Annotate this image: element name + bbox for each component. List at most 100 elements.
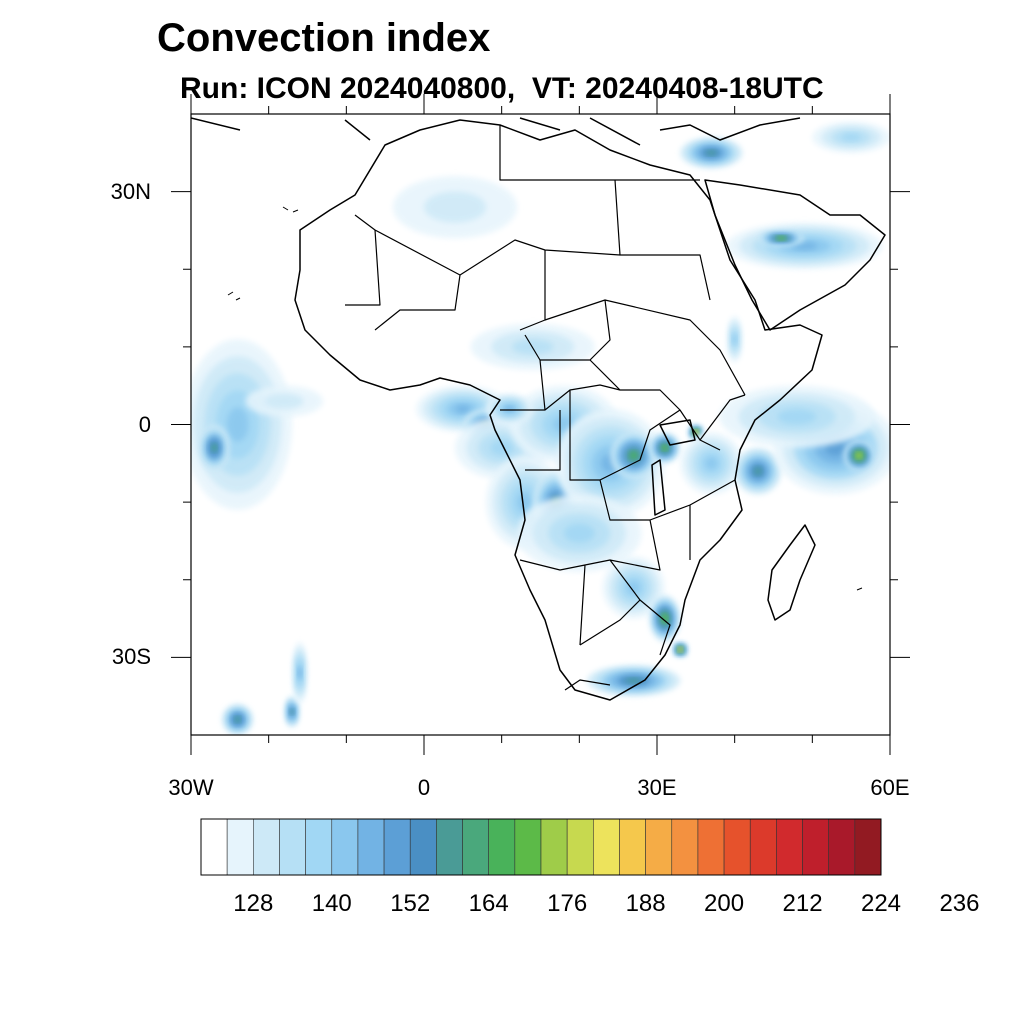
convection-contour xyxy=(856,452,862,459)
y-tick-label: 30S xyxy=(111,644,151,670)
colorbar: 128 140 152 164 176 188 200 212 224 236 xyxy=(200,818,979,917)
x-tick-label: 30W xyxy=(168,775,214,800)
colorbar-tick-label: 212 xyxy=(783,890,823,917)
country-borders xyxy=(345,125,746,691)
convection-patch xyxy=(191,339,292,510)
colorbar-swatch xyxy=(200,818,228,876)
madagascar-coastline xyxy=(767,524,816,621)
colorbar-swatch xyxy=(409,818,437,876)
colorbar-swatch xyxy=(488,818,516,876)
convection-patch xyxy=(726,222,883,270)
convection-contour xyxy=(662,445,668,451)
convection-patch xyxy=(680,137,743,169)
convection-contour xyxy=(297,667,302,679)
convection-contour xyxy=(289,709,294,715)
convection-contour xyxy=(235,716,241,723)
convection-contour xyxy=(490,440,514,456)
convection-contour xyxy=(791,242,818,250)
lake-victoria xyxy=(659,419,696,446)
convection-contour xyxy=(627,581,640,594)
convection-patch xyxy=(757,230,805,246)
convection-field xyxy=(191,121,890,735)
run-subtitle: Run: ICON 2024040800, VT: 20240408-18UTC xyxy=(180,72,824,105)
convection-contour xyxy=(706,150,717,156)
colorbar-swatch xyxy=(305,818,333,876)
convection-patch xyxy=(812,121,890,153)
convection-contour xyxy=(841,133,861,142)
convection-contour xyxy=(777,236,786,241)
colorbar-swatch xyxy=(514,818,542,876)
y-tick-label: 30N xyxy=(110,178,151,204)
x-tick-label: 0 xyxy=(417,775,431,800)
africa-coastline xyxy=(294,119,823,701)
convection-contour xyxy=(662,614,668,623)
colorbar-swatch xyxy=(828,818,856,876)
convection-contour xyxy=(678,647,683,652)
convection-patch xyxy=(587,665,681,697)
colorbar-tick-label: 224 xyxy=(861,890,901,917)
colorbar-tick-label: 140 xyxy=(312,890,352,917)
colorbar-swatch xyxy=(540,818,568,876)
convection-patch xyxy=(672,641,689,658)
convection-contour xyxy=(732,334,737,344)
convection-contour xyxy=(424,191,487,223)
map-title: Convection index xyxy=(157,16,491,60)
colorbar-swatch xyxy=(619,818,646,876)
convection-contour xyxy=(629,451,638,460)
colorbar-swatch xyxy=(671,818,699,876)
convection-contour xyxy=(705,457,718,470)
axis-ticks xyxy=(171,94,910,755)
atlantic-islands xyxy=(227,206,863,591)
convection-patch xyxy=(517,494,642,572)
convection-patch xyxy=(198,424,230,472)
colorbar-swatch xyxy=(593,818,620,876)
colorbar-swatch xyxy=(723,818,751,876)
colorbar-swatch xyxy=(331,818,359,876)
colorbar-tick-label: 152 xyxy=(390,890,430,917)
colorbar-swatch xyxy=(749,818,777,876)
colorbar-frame xyxy=(200,818,882,876)
convection-patch xyxy=(392,176,518,239)
convection-contour xyxy=(505,406,514,412)
convection-patch xyxy=(222,703,254,735)
colorbar-swatch xyxy=(253,818,280,876)
convection-contour xyxy=(226,407,249,442)
convection-patch xyxy=(245,385,324,417)
europe-coastline xyxy=(191,117,801,146)
lake-tanganyika xyxy=(651,459,666,516)
convection-patch xyxy=(726,315,743,363)
colorbar-tick-label: 236 xyxy=(939,890,979,917)
convection-patch xyxy=(284,696,300,728)
colorbar-tick-label: 128 xyxy=(233,890,273,917)
convection-contour xyxy=(625,678,642,684)
colorbar-swatch xyxy=(383,818,411,876)
convection-contour xyxy=(211,443,217,452)
convection-contour xyxy=(754,467,762,475)
coastlines-and-borders xyxy=(191,117,886,701)
x-tick-label: 30E xyxy=(637,775,677,800)
arabia-coastline xyxy=(704,179,886,331)
y-tick-label: 0 xyxy=(138,411,151,437)
colorbar-swatch xyxy=(802,818,829,876)
colorbar-tick-label: 200 xyxy=(704,890,744,917)
colorbar-swatch xyxy=(279,818,306,876)
colorbar-swatch xyxy=(462,818,489,876)
convection-contour xyxy=(455,405,471,413)
convection-patch xyxy=(734,447,782,495)
convection-patch xyxy=(843,440,875,472)
convection-patch xyxy=(486,393,533,425)
convection-contour xyxy=(777,408,817,425)
convection-patch xyxy=(680,432,743,495)
colorbar-tick-label: 164 xyxy=(469,890,509,917)
colorbar-swatch xyxy=(566,818,594,876)
convection-contour xyxy=(264,393,304,409)
colorbar-swatch xyxy=(226,818,254,876)
colorbar-tick-label: 176 xyxy=(547,890,587,917)
convection-patch xyxy=(649,432,681,464)
colorbar-swatch xyxy=(436,818,463,876)
convection-contour xyxy=(563,523,595,543)
colorbar-swatch xyxy=(776,818,803,876)
colorbar-swatch xyxy=(357,818,385,876)
colorbar-swatch xyxy=(697,818,725,876)
